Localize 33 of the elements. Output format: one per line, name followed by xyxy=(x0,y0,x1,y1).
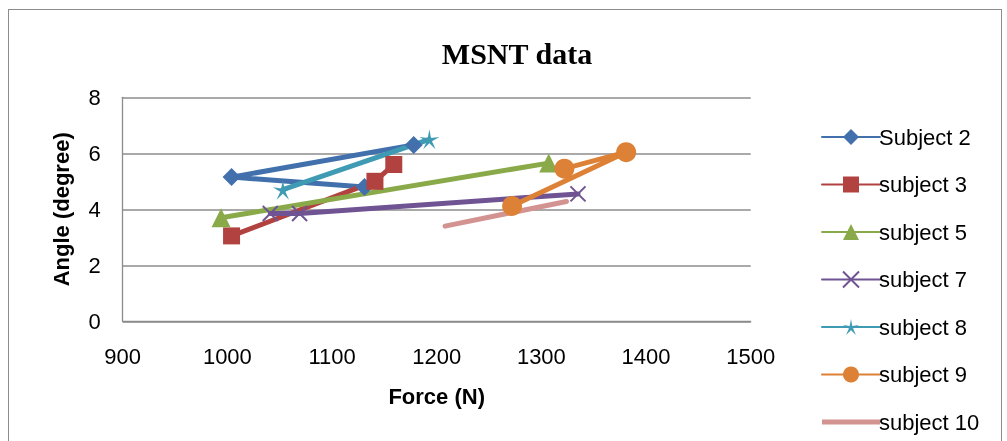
point xyxy=(223,227,241,245)
legend-label: subject 10 xyxy=(879,409,980,435)
legend-label: subject 3 xyxy=(879,172,968,197)
x-tick-label: 1500 xyxy=(726,343,776,369)
y-tick-label: 4 xyxy=(88,196,101,222)
legend-label: Subject 2 xyxy=(879,124,971,150)
point xyxy=(291,205,309,222)
point xyxy=(366,172,384,190)
point xyxy=(616,142,637,163)
y-tick-label: 6 xyxy=(88,140,101,166)
x-tick-label: 900 xyxy=(104,343,142,369)
legend-label: subject 5 xyxy=(879,219,968,245)
y-tick-label: 8 xyxy=(88,84,101,110)
point xyxy=(569,185,587,203)
x-tick-label: 1000 xyxy=(202,343,252,369)
point xyxy=(554,158,575,179)
point xyxy=(385,156,403,173)
y-tick-label: 0 xyxy=(88,308,101,334)
legend-label: subject 7 xyxy=(879,267,968,292)
point xyxy=(261,205,279,222)
y-tick-label: 2 xyxy=(88,252,101,278)
legend-label: subject 8 xyxy=(879,314,968,340)
point xyxy=(502,195,523,216)
legend-label: subject 9 xyxy=(879,362,968,387)
x-tick-label: 1300 xyxy=(516,343,566,369)
point xyxy=(404,135,423,154)
x-axis-title: Force (N) xyxy=(388,383,485,409)
chart-title: MSNT data xyxy=(441,36,593,70)
point xyxy=(419,129,440,150)
x-tick-label: 1200 xyxy=(412,343,462,369)
x-tick-label: 1400 xyxy=(621,343,671,369)
y-axis-title: Angle (degree) xyxy=(49,132,75,287)
x-tick-label: 1100 xyxy=(308,343,356,369)
